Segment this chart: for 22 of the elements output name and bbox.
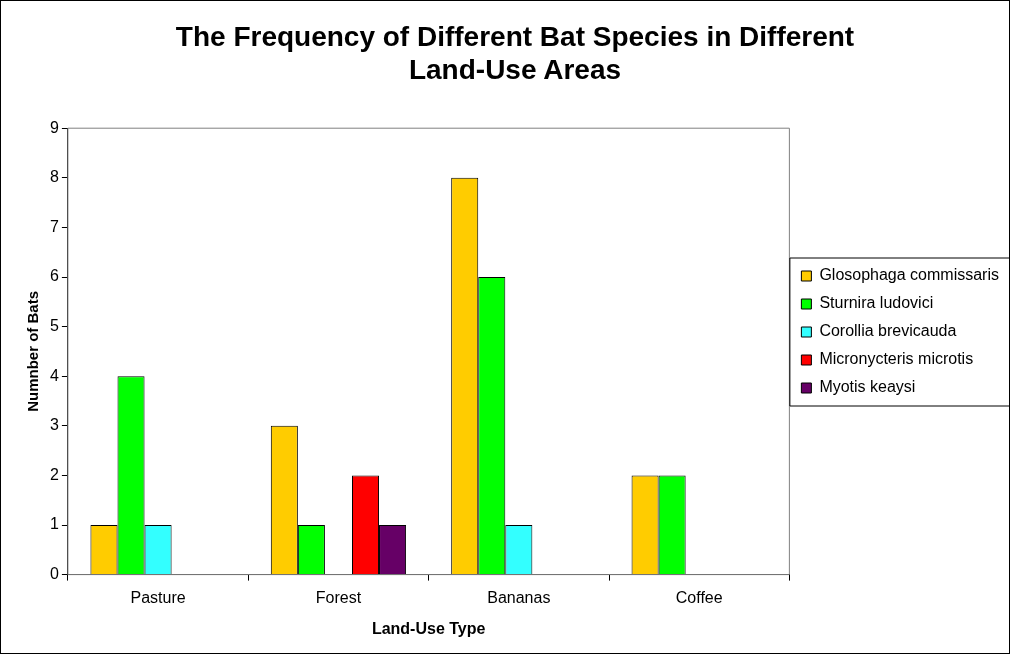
y-tick-label: 1	[49, 515, 59, 533]
x-tick-label: Pasture	[130, 588, 186, 606]
y-tick-label: 4	[49, 366, 59, 384]
x-tick-label: Forest	[315, 588, 362, 606]
y-tick-label: 3	[49, 416, 59, 434]
x-tick-label: Bananas	[487, 588, 551, 606]
legend-label: Myotis keaysi	[819, 378, 916, 396]
y-tick-label: 2	[49, 465, 59, 483]
y-tick-label: 8	[49, 168, 59, 186]
y-tick-label: 5	[49, 317, 59, 335]
y-tick-label: 6	[49, 267, 59, 285]
legend-label: Glosophaga commissaris	[819, 266, 999, 284]
y-tick-label: 9	[49, 118, 59, 136]
legend-label: Micronycteris microtis	[819, 350, 974, 368]
y-tick-label: 7	[49, 217, 59, 235]
x-tick-label: Coffee	[675, 588, 723, 606]
y-tick-label: 0	[49, 565, 59, 583]
y-axis-title: Numnber of Bats	[24, 290, 42, 412]
chart-title: The Frequency of Different Bat Species in Different Land-Use Areas	[175, 20, 855, 86]
x-axis-title: Land-Use Type	[371, 619, 486, 637]
legend-label: Sturnira ludovici	[819, 294, 934, 312]
legend-label: Corollia brevicauda	[819, 322, 957, 340]
